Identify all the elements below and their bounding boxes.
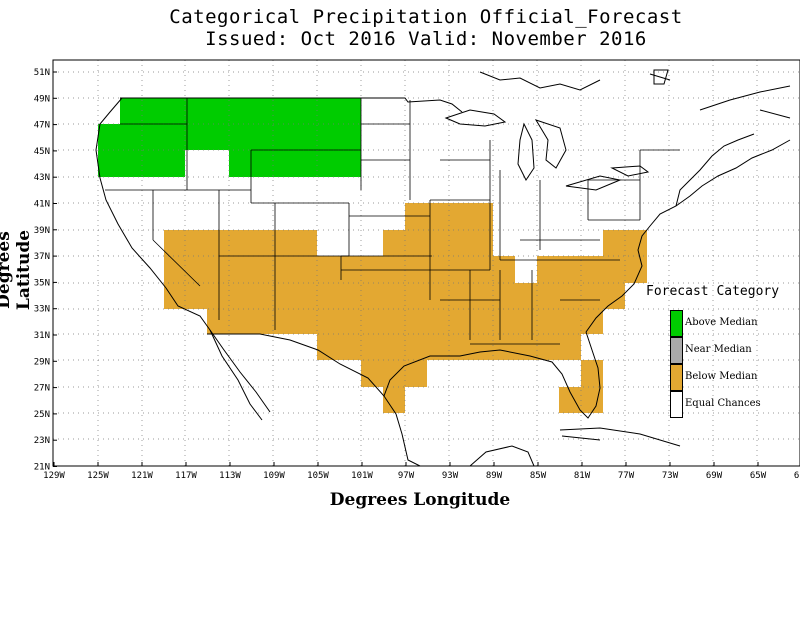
legend-label-equal-chances: Equal Chances — [685, 398, 761, 409]
x-tick-label: 65W — [750, 471, 767, 481]
title-line-2: Issued: Oct 2016 Valid: November 2016 — [205, 28, 647, 50]
legend-swatch-below-median — [670, 364, 683, 391]
x-tick-label: 113W — [219, 471, 241, 481]
legend-title: Forecast Category — [646, 284, 780, 299]
above-median-region — [98, 98, 361, 177]
x-tick-label: 125W — [87, 471, 109, 481]
x-tick-label: 69W — [706, 471, 723, 481]
x-tick-label: 129W — [43, 471, 65, 481]
plot-frame — [52, 59, 800, 467]
legend-swatch-near-median — [670, 337, 683, 364]
x-tick-label: 89W — [486, 471, 503, 481]
x-tick-label: 121W — [131, 471, 153, 481]
legend-swatch-equal-chances — [670, 391, 683, 418]
y-tick-label: 23N — [34, 436, 50, 446]
x-axis-ticks: 129W 125W 121W 117W 113W 109W 105W 101W 97W 93W 89… — [43, 462, 800, 481]
y-tick-label: 29N — [34, 357, 50, 367]
y-tick-label: 45N — [34, 147, 50, 157]
legend-label-below-median: Below Median — [685, 371, 758, 382]
legend-label-above-median: Above Median — [685, 317, 758, 328]
y-tick-label: 41N — [34, 200, 50, 210]
y-tick-label: 37N — [34, 252, 50, 262]
y-tick-label: 27N — [34, 384, 50, 394]
x-tick-label: 77W — [618, 471, 635, 481]
y-tick-label: 25N — [34, 410, 50, 420]
y-tick-label: 43N — [34, 173, 50, 183]
y-tick-label: 51N — [34, 68, 50, 78]
x-axis-label: Degrees Longitude — [329, 490, 511, 510]
below-median-region — [164, 203, 647, 413]
x-tick-label: 85W — [530, 471, 547, 481]
x-tick-label: 105W — [307, 471, 329, 481]
y-tick-label: 47N — [34, 121, 50, 131]
x-tick-label: 117W — [175, 471, 197, 481]
y-axis-label: Degrees Latitude — [0, 229, 34, 311]
state-borders — [105, 98, 680, 345]
legend-label-near-median: Near Median — [685, 344, 752, 355]
x-tick-label: 109W — [263, 471, 285, 481]
y-tick-label: 21N — [34, 463, 50, 473]
y-tick-label: 33N — [34, 305, 50, 315]
map-plot-area — [53, 60, 800, 466]
x-tick-label: 81W — [574, 471, 591, 481]
x-tick-label: 93W — [442, 471, 459, 481]
x-tick-label: 61W — [794, 471, 800, 481]
y-tick-label: 35N — [34, 278, 50, 288]
y-tick-label: 31N — [34, 331, 50, 341]
y-tick-label: 39N — [34, 226, 50, 236]
x-tick-label: 97W — [398, 471, 415, 481]
y-tick-label: 49N — [34, 94, 50, 104]
legend-swatch-above-median — [670, 310, 683, 337]
x-tick-label: 73W — [662, 471, 679, 481]
y-axis-ticks: 51N 49N 47N 45N 43N 41N 39N 37N 35N 33N 31N 29N 27N 2… — [34, 68, 57, 473]
title-line-1: Categorical Precipitation Official_Forec… — [169, 6, 683, 28]
x-tick-label: 101W — [351, 471, 373, 481]
